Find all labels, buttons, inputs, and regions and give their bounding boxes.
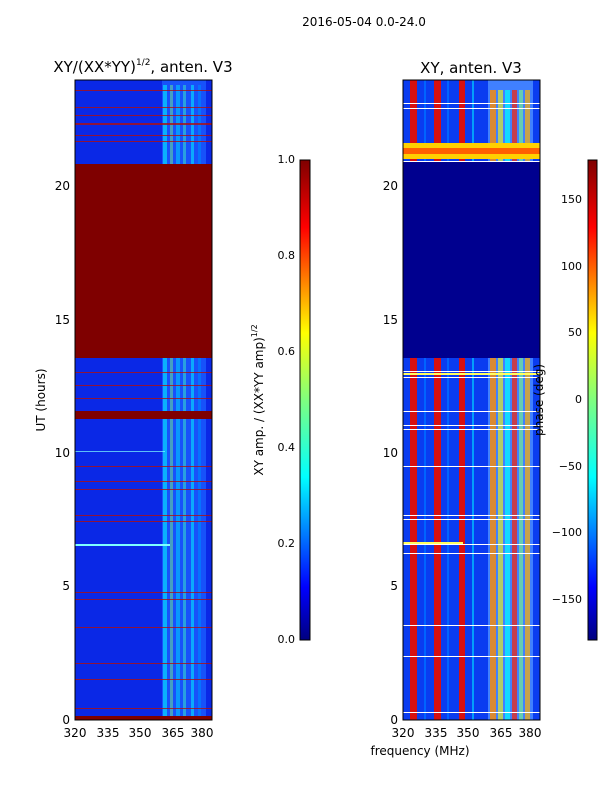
phase-heatmap [403,80,540,720]
amplitude-colorbar-tick-label: 1.0 [278,153,296,166]
amplitude-row-stripes [75,90,212,709]
amplitude-colorbar-label-sup: 1/2 [250,324,259,337]
amplitude-colorbar-label: XY amp. / (XX*YY amp)1/2 [250,324,266,475]
amplitude-y-tick-label: 15 [55,313,70,327]
phase-x-tick-label: 380 [519,726,542,740]
amplitude-colorbar-tick-label: 0.2 [278,537,296,550]
phase-x-tick-label: 350 [457,726,480,740]
phase-x-tick-label: 365 [490,726,513,740]
amplitude-flagged-stripe [75,716,212,720]
phase-y-tick-label: 15 [383,313,398,327]
phase-plot-frame [402,79,541,721]
amplitude-plot-frame [74,79,213,721]
phase-y-tick-label: 0 [390,713,398,727]
amplitude-flagged-stripe [75,411,212,419]
phase-row-lines [403,103,540,713]
amplitude-y-axis-label: UT (hours) [34,368,48,431]
phase-colorbar-tick-label: −50 [559,460,582,473]
phase-y-tick-label: 10 [383,446,398,460]
phase-y-tick-label: 20 [383,179,398,193]
amplitude-colorbar-gradient [299,159,311,641]
phase-x-tick-label: 335 [425,726,448,740]
phase-panel: XY, anten. V3 [370,59,541,758]
phase-colorbar: phase (deg) 150 100 50 0 −50 −100 −150 [532,159,598,641]
phase-flagged-block [403,162,540,358]
figure-suptitle: 2016-05-04 0.0-24.0 [302,15,426,29]
amplitude-colorbar-tick-label: 0.6 [278,345,296,358]
phase-colorbar-label: phase (deg) [532,364,546,436]
amplitude-colorbar-tick-label: 0.0 [278,633,296,646]
phase-colorbar-gradient [587,159,598,641]
amplitude-colorbar-tick-label: 0.8 [278,249,296,262]
amplitude-colorbar-tick-label: 0.4 [278,441,296,454]
phase-band-21h [403,148,540,154]
phase-y-axis: 0 5 10 15 20 [383,179,398,727]
amplitude-panel-title: XY/(XX*YY)1/2, anten. V3 [53,58,232,76]
amplitude-y-tick-label: 10 [55,446,70,460]
amplitude-y-tick-label: 0 [62,713,70,727]
amplitude-x-tick-label: 335 [97,726,120,740]
phase-colorbar-tick-label: 150 [561,193,582,206]
phase-x-axis: 320 335 350 365 380 [392,726,542,740]
amplitude-flagged-block [75,164,212,358]
amplitude-x-tick-label: 350 [129,726,152,740]
phase-y-tick-label: 5 [390,579,398,593]
amplitude-colorbar-ticks: 0.0 0.2 0.4 0.6 0.8 1.0 [278,153,296,646]
amplitude-title-sup: 1/2 [136,58,150,68]
phase-yellow-row [403,542,463,544]
amplitude-heatmap [75,80,212,720]
phase-x-tick-label: 320 [392,726,415,740]
phase-colorbar-tick-label: 100 [561,260,582,273]
amplitude-colorbar: 0.0 0.2 0.4 0.6 0.8 1.0 XY amp. / (XX*YY… [250,153,311,646]
phase-colorbar-tick-label: 50 [568,326,582,339]
amplitude-panel: XY/(XX*YY)1/2, anten. V3 [34,58,233,740]
amplitude-spike-row [75,544,170,546]
amplitude-colorbar-label-main: XY amp. / (XX*YY amp) [252,337,266,475]
amplitude-x-axis: 320 335 350 365 380 [64,726,214,740]
phase-vertical-stripes [410,80,474,720]
phase-colorbar-tick-label: −150 [552,593,582,606]
phase-colorbar-tick-label: 0 [575,393,582,406]
phase-panel-title: XY, anten. V3 [420,59,522,77]
phase-yellow-row [403,373,540,375]
phase-colorbar-ticks: 150 100 50 0 −50 −100 −150 [552,193,582,606]
amplitude-spike-row [75,451,165,452]
amplitude-y-tick-label: 20 [55,179,70,193]
amplitude-title-rest: , anten. V3 [150,58,232,76]
amplitude-y-axis: 0 5 10 15 20 [55,179,70,727]
amplitude-y-tick-label: 5 [62,579,70,593]
phase-x-axis-label: frequency (MHz) [370,744,469,758]
amplitude-x-tick-label: 320 [64,726,87,740]
amplitude-title-main: XY/(XX*YY) [53,58,136,76]
amplitude-x-tick-label: 365 [162,726,185,740]
phase-colorbar-tick-label: −100 [552,526,582,539]
amplitude-x-tick-label: 380 [191,726,214,740]
